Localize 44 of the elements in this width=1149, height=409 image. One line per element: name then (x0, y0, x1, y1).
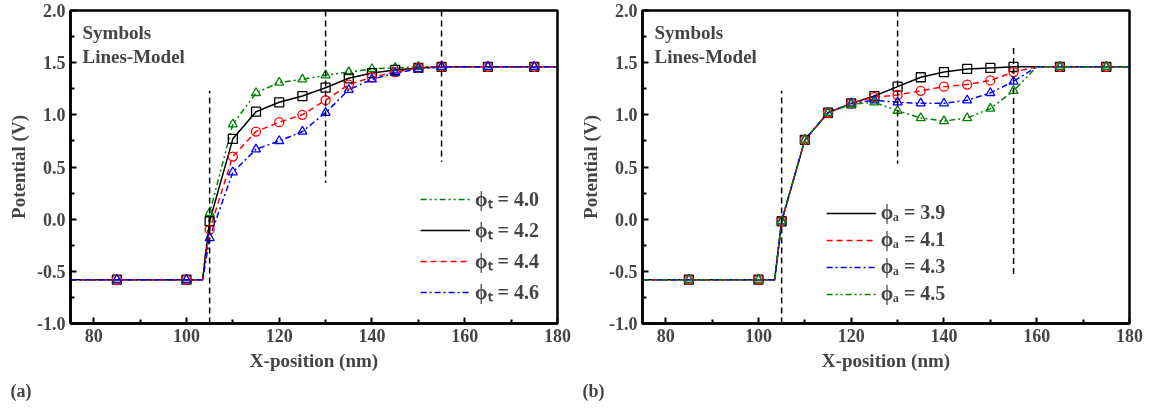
annotation: Lines-Model (654, 45, 757, 67)
x-tick-label: 140 (358, 325, 386, 346)
legend-label: ϕₐ = 4.3 (880, 255, 946, 278)
y-tick-label: 1.5 (615, 53, 638, 74)
x-axis-title: X-position (nm) (249, 349, 379, 372)
x-tick-label: 100 (172, 325, 200, 346)
legend-label: ϕₐ = 4.1 (880, 228, 946, 251)
x-axis-title: X-position (nm) (821, 349, 951, 372)
x-tick-label: 180 (544, 325, 571, 346)
x-tick-label: 120 (837, 325, 865, 346)
legend-label: ϕₜ = 4.0 (475, 187, 539, 212)
y-tick-label: 0.5 (615, 157, 638, 178)
x-tick-label: 80 (84, 325, 103, 346)
y-axis-title: Potential (V) (580, 115, 603, 219)
annotation: Lines-Model (82, 45, 185, 67)
x-tick-label: 140 (930, 325, 958, 346)
annotation: Symbols (654, 21, 724, 43)
legend-label: ϕₜ = 4.6 (475, 280, 539, 305)
y-tick-label: 1.5 (43, 53, 66, 74)
text: (a) (10, 380, 32, 402)
y-tick-label: 1.0 (43, 105, 66, 126)
legend-label: ϕₜ = 4.4 (475, 249, 539, 274)
y-tick-label: 2.0 (43, 1, 66, 21)
x-tick-label: 100 (744, 325, 772, 346)
x-tick-label: 160 (1023, 325, 1051, 346)
y-tick-label: -1.0 (609, 314, 638, 334)
y-axis-title: Potential (V) (8, 115, 31, 219)
x-tick-label: 120 (265, 325, 293, 346)
y-tick-label: 0.5 (43, 157, 66, 178)
text: (b) (582, 380, 605, 402)
y-tick-label: 1.0 (615, 105, 638, 126)
y-tick-label: 2.0 (615, 1, 638, 21)
y-tick-label: -0.5 (37, 261, 66, 282)
y-tick-label: 0.0 (43, 209, 66, 230)
y-tick-label: -1.0 (37, 314, 66, 334)
y-tick-label: -0.5 (609, 261, 638, 282)
y-tick-label: 0.0 (615, 209, 638, 230)
annotation: Symbols (82, 21, 152, 43)
x-tick-label: 160 (451, 325, 479, 346)
legend-label: ϕₐ = 4.5 (880, 282, 946, 305)
x-tick-label: 180 (1116, 325, 1143, 346)
legend-label: ϕₐ = 3.9 (880, 201, 946, 224)
x-tick-label: 80 (656, 325, 675, 346)
legend-label: ϕₜ = 4.2 (475, 218, 539, 243)
